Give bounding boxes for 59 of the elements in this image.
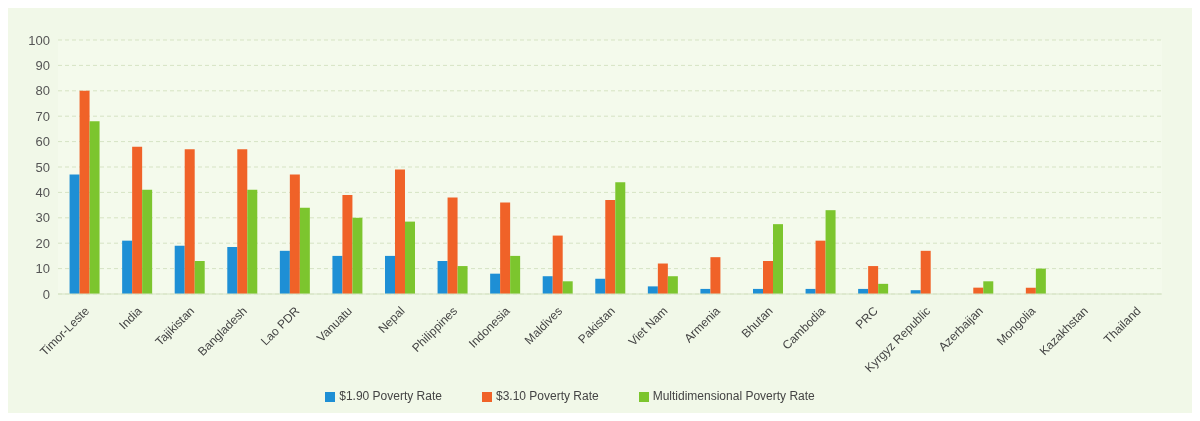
bar [227, 247, 238, 294]
bar [122, 240, 133, 294]
bar [595, 278, 606, 294]
bar [89, 121, 100, 294]
bar [1035, 268, 1046, 294]
bar [174, 245, 185, 294]
bar [342, 194, 353, 294]
bar [237, 149, 248, 294]
bar [132, 146, 143, 294]
y-tick-label: 90 [35, 58, 50, 74]
bar [184, 149, 195, 294]
bar [194, 260, 205, 294]
bar [247, 189, 258, 294]
bar [710, 257, 721, 294]
bar [815, 240, 826, 294]
bar [868, 266, 879, 294]
y-tick-label: 40 [35, 185, 50, 201]
bar [500, 202, 511, 294]
bar [447, 197, 458, 294]
bar [657, 263, 668, 294]
bar [825, 210, 836, 294]
bar [552, 235, 563, 294]
y-tick-label: 100 [28, 32, 50, 48]
bar [983, 281, 994, 294]
bar [332, 255, 343, 294]
bar [615, 182, 626, 294]
bar [279, 250, 290, 294]
bar [352, 217, 363, 294]
bar [762, 260, 773, 294]
y-tick-label: 70 [35, 108, 50, 124]
bar [394, 169, 405, 294]
legend-label: Multidimensional Poverty Rate [652, 389, 815, 403]
bar [510, 255, 521, 294]
bar [542, 276, 553, 294]
bar [299, 207, 310, 294]
bar [667, 276, 678, 294]
y-tick-label: 10 [35, 261, 50, 277]
y-tick-label: 20 [35, 235, 50, 251]
bar [605, 200, 616, 294]
legend-label: $3.10 Poverty Rate [495, 389, 599, 403]
bar [142, 189, 153, 294]
bar [647, 286, 658, 294]
bar [79, 90, 90, 294]
bar [562, 281, 573, 294]
y-tick-label: 0 [42, 286, 50, 302]
bar [490, 273, 501, 294]
bar [920, 250, 931, 294]
bar [404, 221, 415, 294]
legend-label: $1.90 Poverty Rate [339, 389, 442, 403]
bar [289, 174, 300, 294]
y-tick-label: 30 [35, 210, 50, 226]
y-tick-label: 80 [35, 83, 50, 99]
bar [457, 266, 468, 294]
bar [384, 255, 395, 294]
bar [772, 224, 783, 294]
y-tick-label: 60 [35, 134, 50, 150]
y-tick-label: 50 [35, 159, 50, 175]
bar [69, 174, 80, 294]
bar [437, 260, 448, 294]
